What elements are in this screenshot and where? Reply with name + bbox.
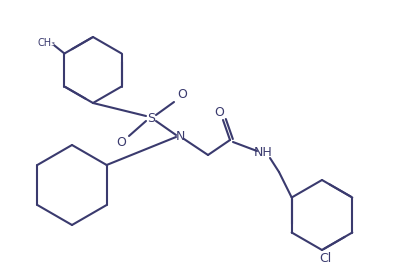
Text: N: N — [175, 131, 185, 144]
Text: Cl: Cl — [319, 251, 331, 264]
Text: NH: NH — [253, 147, 272, 160]
Text: O: O — [116, 137, 126, 150]
Text: O: O — [214, 107, 224, 120]
Text: O: O — [177, 89, 187, 102]
Text: S: S — [147, 111, 155, 124]
Text: CH₃: CH₃ — [37, 38, 55, 49]
